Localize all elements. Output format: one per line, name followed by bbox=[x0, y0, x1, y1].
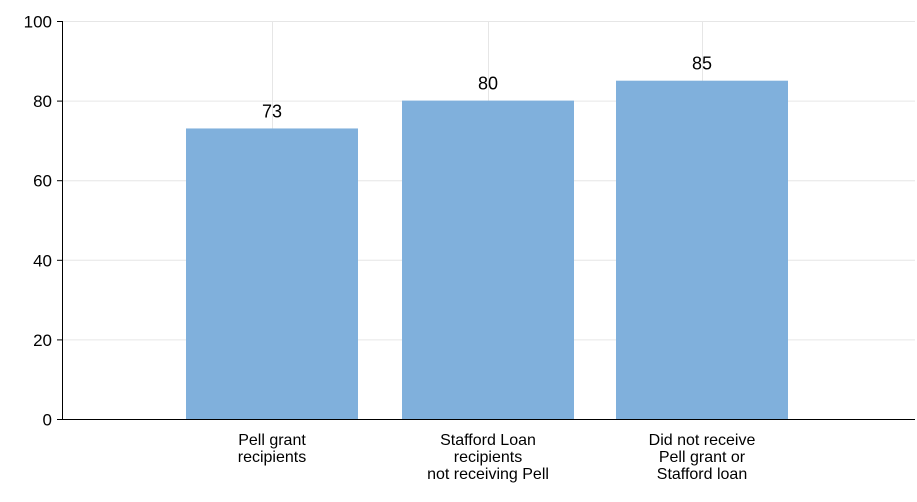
y-tick-label-0: 0 bbox=[43, 411, 52, 430]
y-tick-label-100: 100 bbox=[24, 13, 52, 32]
bars bbox=[186, 80, 788, 419]
axes bbox=[62, 21, 915, 420]
x-tick-label-2: Stafford Loan recipients not receiving Pel… bbox=[427, 432, 549, 483]
y-tick-label-20: 20 bbox=[33, 331, 52, 350]
x-tick-label-line: Did not receive bbox=[649, 432, 756, 449]
x-tick-label-line: Stafford Loan bbox=[440, 432, 536, 449]
x-tick-label-3: Did not receive Pell grant or Stafford loa… bbox=[649, 432, 756, 483]
data-label-1: 73 bbox=[262, 101, 282, 121]
data-label-3: 85 bbox=[692, 54, 712, 74]
y-tick-label-40: 40 bbox=[33, 251, 52, 270]
bar-3 bbox=[616, 80, 788, 419]
y-tick-label-60: 60 bbox=[33, 172, 52, 191]
y-tick-label-80: 80 bbox=[33, 92, 52, 111]
x-tick-label-line: Stafford loan bbox=[657, 466, 747, 483]
x-tick-label-line: Pell grant or bbox=[659, 449, 746, 466]
x-tick-label-line: recipients bbox=[238, 449, 306, 466]
x-tick-label-1: Pell grant recipients bbox=[238, 432, 307, 466]
data-label-2: 80 bbox=[478, 74, 498, 94]
y-axis-ticks: 0 20 40 60 80 100 bbox=[24, 13, 62, 430]
x-tick-label-line: Pell grant bbox=[238, 432, 306, 449]
x-tick-label-line: recipients bbox=[454, 449, 522, 466]
bar-1 bbox=[186, 128, 358, 419]
x-tick-label-line: not receiving Pell bbox=[427, 466, 549, 483]
bar-2 bbox=[402, 100, 574, 419]
data-labels: 73 80 85 bbox=[262, 54, 712, 122]
